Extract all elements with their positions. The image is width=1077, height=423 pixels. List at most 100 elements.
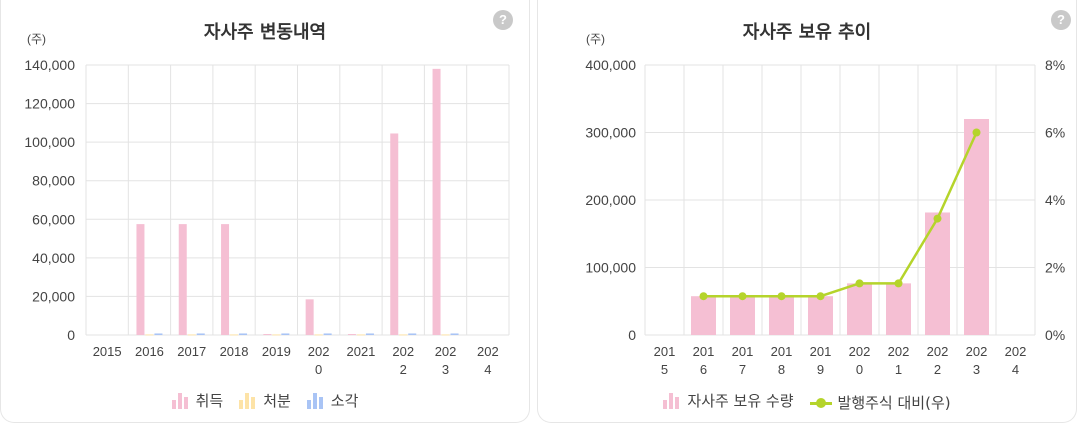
legend-item[interactable]: 자사주 보유 수량	[663, 390, 794, 411]
y-tick-label: 140,000	[24, 57, 75, 73]
x-tick-label: 202	[927, 344, 949, 359]
bar-chart-icon	[171, 392, 190, 409]
legend-item[interactable]: 처분	[239, 390, 291, 411]
line-marker-icon	[809, 397, 832, 409]
bar	[281, 333, 290, 335]
x-tick-label: 0	[856, 362, 863, 377]
y-tick-label: 400,000	[585, 57, 636, 73]
x-tick-label: 2021	[346, 344, 375, 359]
bar	[136, 224, 145, 335]
bar	[314, 334, 323, 336]
bar	[305, 299, 314, 335]
legend-label: 처분	[263, 392, 291, 410]
line-point	[816, 292, 825, 301]
bar-chart-icon	[239, 392, 257, 409]
x-tick-label: 2017	[177, 344, 206, 359]
chart-legend: 취득 처분 소각	[1, 390, 529, 413]
line-point	[738, 292, 747, 301]
bar	[196, 333, 205, 335]
y-tick-label: 20,000	[32, 288, 75, 304]
y-axis-unit: (주)	[586, 32, 605, 46]
bar	[263, 334, 272, 336]
x-tick-label: 201	[771, 344, 793, 359]
bar	[365, 333, 374, 335]
x-tick-label: 2018	[220, 344, 249, 359]
bar	[390, 133, 399, 335]
x-tick-label: 2016	[135, 344, 164, 359]
holding-trend-panel: 자사주 보유 추이 ? 0 100,000 200,000 300,000 400,00…	[537, 0, 1077, 423]
line-series	[703, 131, 978, 298]
bar	[432, 68, 441, 335]
x-tick-label: 0	[315, 362, 322, 377]
x-tick-label: 4	[484, 362, 491, 377]
legend-item[interactable]: 소각	[306, 390, 359, 411]
y-tick-label: 60,000	[32, 211, 75, 227]
bar	[450, 333, 459, 335]
bar	[323, 333, 332, 335]
x-tick-label: 3	[442, 362, 449, 377]
x-tick-label: 201	[654, 344, 676, 359]
x-tick-label: 202	[392, 344, 414, 359]
x-tick-label: 9	[817, 362, 824, 377]
stock-change-chart: 0 20,000 40,000 60,000 80,000 100,000 120,000 1…	[24, 32, 510, 377]
x-tick-label: 202	[308, 344, 330, 359]
line-point	[972, 128, 981, 137]
bar-chart-icon	[663, 392, 681, 409]
legend-item[interactable]: 발행주식 대비(우)	[809, 392, 951, 413]
x-tick-label: 3	[973, 362, 980, 377]
help-icon[interactable]: ?	[493, 10, 513, 30]
line-point	[699, 292, 708, 301]
x-tick-label: 202	[435, 344, 457, 359]
bar	[886, 283, 911, 335]
bar	[154, 333, 163, 335]
bar	[847, 283, 872, 335]
bar	[221, 224, 230, 335]
y-tick-label: 100,000	[24, 134, 75, 150]
bar-chart-icon	[306, 392, 325, 409]
chart-legend: 자사주 보유 수량 발행주식 대비(우)	[538, 390, 1076, 413]
help-icon[interactable]: ?	[1051, 10, 1071, 30]
x-tick-label: 201	[732, 344, 754, 359]
y-tick-label: 200,000	[585, 192, 636, 208]
y2-tick-label: 8%	[1045, 57, 1065, 73]
legend-label: 소각	[330, 392, 359, 410]
y-tick-label: 100,000	[585, 260, 636, 276]
x-tick-label: 2019	[262, 344, 291, 359]
bar	[145, 334, 154, 336]
x-tick-label: 202	[1005, 344, 1027, 359]
y2-tick-label: 0%	[1045, 327, 1065, 343]
y-tick-label: 40,000	[32, 250, 75, 266]
bar	[730, 296, 755, 335]
x-tick-label: 202	[966, 344, 988, 359]
bar	[691, 296, 716, 335]
x-tick-label: 5	[661, 362, 668, 377]
legend-item[interactable]: 취득	[171, 390, 224, 411]
line-point	[855, 279, 864, 288]
panel-title: 자사주 보유 추이	[742, 22, 872, 43]
bar	[964, 119, 989, 335]
x-tick-label: 4	[1012, 362, 1019, 377]
x-tick-label: 2	[400, 362, 407, 377]
bar	[408, 333, 417, 335]
y2-tick-label: 6%	[1045, 125, 1065, 141]
y-tick-label: 0	[67, 327, 75, 343]
x-tick-label: 202	[849, 344, 871, 359]
holding-trend-chart: 0 100,000 200,000 300,000 400,000 0% 2% 4% 6% 8% (…	[585, 32, 1065, 377]
x-tick-label: 202	[477, 344, 499, 359]
bar	[399, 334, 408, 336]
x-tick-label: 7	[739, 362, 746, 377]
panel-title: 자사주 변동내역	[203, 22, 327, 43]
legend-label: 취득	[195, 392, 224, 410]
bar	[347, 334, 356, 336]
legend-label: 자사주 보유 수량	[687, 392, 794, 410]
stock-change-panel: 자사주 변동내역 ? 0 20,000 40,000 60,000 80,000 100,…	[0, 0, 530, 423]
x-tick-label: 6	[700, 362, 707, 377]
bar	[272, 334, 281, 336]
bar	[230, 334, 239, 336]
bar	[239, 333, 248, 335]
bar	[808, 296, 833, 335]
y2-tick-label: 4%	[1045, 192, 1065, 208]
y-tick-label: 0	[628, 327, 636, 343]
legend-label: 발행주식 대비(우)	[837, 394, 951, 412]
bar	[769, 296, 794, 335]
